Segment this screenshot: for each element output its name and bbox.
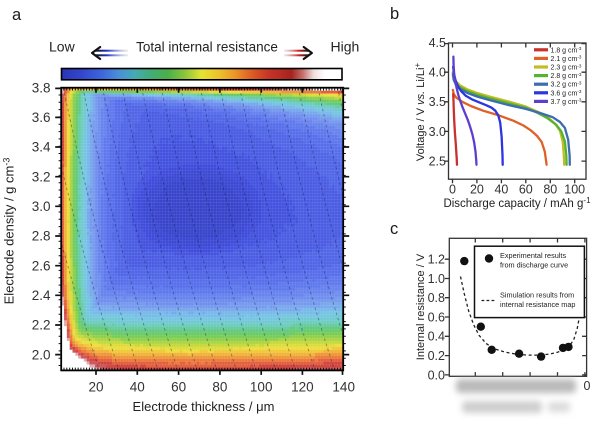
svg-text:3.2: 3.2 [32, 169, 51, 184]
svg-text:100: 100 [250, 380, 273, 395]
svg-text:0.0: 0.0 [428, 368, 445, 382]
svg-text:20: 20 [470, 183, 484, 197]
svg-text:1.2: 1.2 [428, 253, 445, 267]
svg-text:120: 120 [291, 380, 314, 395]
svg-text:from discharge curve: from discharge curve [500, 261, 568, 270]
svg-text:Internal resistance / V: Internal resistance / V [415, 253, 427, 360]
svg-text:3.8: 3.8 [32, 80, 51, 95]
svg-text:Low: Low [49, 39, 76, 55]
svg-text:a: a [12, 6, 22, 24]
svg-text:0: 0 [584, 379, 591, 393]
svg-text:60: 60 [171, 380, 186, 395]
svg-text:80: 80 [543, 183, 557, 197]
svg-text:0.2: 0.2 [428, 349, 445, 363]
svg-text:4.5: 4.5 [429, 36, 446, 50]
svg-text:1.0: 1.0 [428, 272, 445, 286]
svg-text:2.8: 2.8 [32, 229, 51, 244]
svg-text:0: 0 [449, 183, 456, 197]
svg-text:3.6: 3.6 [32, 110, 51, 125]
svg-text:2.0: 2.0 [32, 347, 51, 362]
svg-text:Electrode density / g cm-3: Electrode density / g cm-3 [2, 158, 17, 305]
svg-text:2.4: 2.4 [32, 288, 51, 303]
svg-text:Electrode thickness / μm: Electrode thickness / μm [133, 399, 275, 414]
svg-text:Simulation results from: Simulation results from [500, 291, 574, 300]
svg-text:2.8 g cm-3: 2.8 g cm-3 [551, 72, 582, 80]
svg-text:3.0: 3.0 [32, 199, 51, 214]
svg-text:40: 40 [130, 380, 145, 395]
svg-text:0.6: 0.6 [428, 310, 445, 324]
svg-text:40: 40 [494, 183, 508, 197]
svg-text:0.8: 0.8 [428, 291, 445, 305]
svg-text:2.5: 2.5 [429, 155, 446, 169]
svg-text:4.0: 4.0 [429, 66, 446, 80]
svg-text:80: 80 [212, 380, 227, 395]
svg-text:2.6: 2.6 [32, 258, 51, 273]
svg-text:Discharge capacity / mAh g-1: Discharge capacity / mAh g-1 [443, 196, 591, 210]
svg-text:High: High [331, 39, 360, 55]
svg-text:140: 140 [332, 380, 355, 395]
svg-text:2.1 g cm-3: 2.1 g cm-3 [551, 55, 582, 63]
svg-text:b: b [390, 5, 399, 23]
svg-text:20: 20 [88, 380, 103, 395]
svg-text:3.0: 3.0 [429, 125, 446, 139]
svg-text:Experimental results: Experimental results [500, 251, 566, 260]
svg-text:3.6 g cm-3: 3.6 g cm-3 [551, 89, 582, 97]
svg-text:internal resistance map: internal resistance map [500, 300, 575, 309]
svg-text:3.7 g cm-3: 3.7 g cm-3 [551, 98, 582, 106]
svg-text:c: c [390, 220, 398, 238]
svg-text:3.4: 3.4 [32, 140, 51, 155]
svg-text:1.8 g cm-3: 1.8 g cm-3 [551, 46, 582, 54]
svg-text:2.3 g cm-3: 2.3 g cm-3 [551, 63, 582, 71]
svg-text:0.4: 0.4 [428, 330, 445, 344]
svg-text:3.2 g cm-3: 3.2 g cm-3 [551, 81, 582, 89]
svg-text:2.2: 2.2 [32, 318, 51, 333]
svg-text:3.5: 3.5 [429, 95, 446, 109]
svg-text:60: 60 [519, 183, 533, 197]
svg-text:Voltage / V vs. Li/Li+: Voltage / V vs. Li/Li+ [413, 63, 427, 162]
svg-text:Total internal resistance: Total internal resistance [136, 40, 278, 55]
svg-text:100: 100 [564, 183, 585, 197]
